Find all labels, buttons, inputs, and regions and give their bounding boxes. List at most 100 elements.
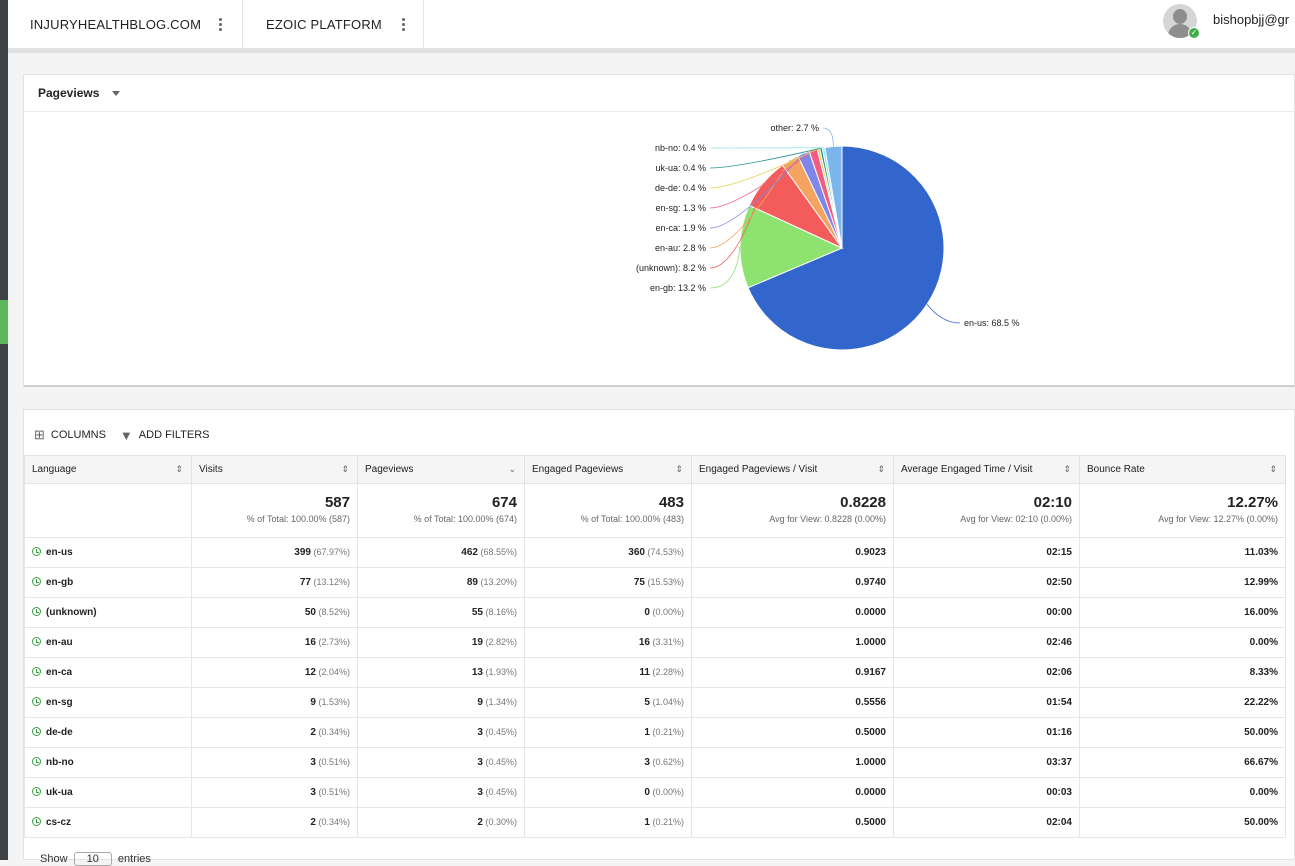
column-header[interactable]: Pageviews ⌄	[358, 456, 525, 484]
top-bar: INJURYHEALTHBLOG.COM EZOIC PLATFORM	[8, 0, 1295, 49]
clock-icon[interactable]	[32, 787, 41, 796]
column-header[interactable]: Visits⇕	[192, 456, 358, 484]
table-cell: 00:00	[894, 598, 1080, 628]
table-cell: 1.0000	[692, 628, 894, 658]
table-cell: 0.9023	[692, 538, 894, 568]
table-cell: 1 (0.21%)	[525, 808, 692, 838]
table-cell: 01:54	[894, 688, 1080, 718]
total-subtext: Avg for View: 02:10 (0.00%)	[901, 514, 1072, 524]
sort-desc-icon[interactable]: ⌄	[508, 464, 516, 475]
pie-slice-label: uk-ua: 0.4 %	[655, 163, 706, 173]
table-cell: 0.0000	[692, 598, 894, 628]
totals-row: 587% of Total: 100.00% (587)674% of Tota…	[25, 484, 1286, 538]
total-cell: 02:10 Avg for View: 02:10 (0.00%)	[894, 484, 1080, 538]
clock-icon[interactable]	[32, 547, 41, 556]
site-selector[interactable]: INJURYHEALTHBLOG.COM	[8, 0, 243, 49]
left-sidebar	[0, 0, 8, 860]
clock-icon[interactable]	[32, 667, 41, 676]
total-value: 02:10	[901, 494, 1072, 511]
table-cell: 13 (1.93%)	[358, 658, 525, 688]
clock-icon[interactable]	[32, 697, 41, 706]
total-subtext: Avg for View: 12.27% (0.00%)	[1087, 514, 1278, 524]
sort-icon[interactable]: ⇕	[675, 464, 683, 475]
column-header[interactable]: Engaged Pageviews / Visit⇕	[692, 456, 894, 484]
clock-icon[interactable]	[32, 577, 41, 586]
table-cell: 11.03%	[1080, 538, 1286, 568]
table-cell: 8.33%	[1080, 658, 1286, 688]
table-cell: 22.22%	[1080, 688, 1286, 718]
column-header[interactable]: Average Engaged Time / Visit ⇕	[894, 456, 1080, 484]
pie-chart: en-us: 68.5 %en-gb: 13.2 %(unknown): 8.2…	[24, 113, 1294, 385]
table-cell: de-de	[25, 718, 192, 748]
platform-menu-icon[interactable]	[402, 18, 405, 31]
sort-icon[interactable]: ⇕	[1269, 464, 1277, 475]
table-cell: 50 (8.52%)	[192, 598, 358, 628]
sort-icon[interactable]: ⇕	[341, 464, 349, 475]
pie-slice-label: en-us: 68.5 %	[964, 318, 1020, 328]
chart-panel: Pageviews en-us: 68.5 %en-gb: 13.2 %(unk…	[23, 74, 1295, 387]
table-cell: 9 (1.34%)	[358, 688, 525, 718]
column-header-label: Language	[32, 464, 77, 475]
table-panel: ⊞COLUMNS ▼ADD FILTERS Language⇕Visits⇕Pa…	[23, 409, 1295, 860]
table-cell: 2 (0.34%)	[192, 808, 358, 838]
sort-icon[interactable]: ⇕	[175, 464, 183, 475]
metric-selector[interactable]: Pageviews	[24, 75, 1294, 112]
total-cell: 674% of Total: 100.00% (674)	[358, 484, 525, 538]
total-value: 12.27%	[1087, 494, 1278, 511]
clock-icon[interactable]	[32, 817, 41, 826]
language-table: Language⇕Visits⇕Pageviews⌄Engaged Pagevi…	[24, 455, 1286, 838]
platform-selector[interactable]: EZOIC PLATFORM	[243, 0, 424, 49]
entries-label: entries	[118, 853, 151, 865]
column-header[interactable]: Bounce Rate⇕	[1080, 456, 1286, 484]
table-cell: 12.99%	[1080, 568, 1286, 598]
show-label: Show	[40, 853, 68, 865]
table-cell: 55 (8.16%)	[358, 598, 525, 628]
table-cell: 9 (1.53%)	[192, 688, 358, 718]
column-header-label: Pageviews	[365, 464, 413, 475]
caret-down-icon[interactable]	[112, 91, 120, 96]
table-cell: 02:04	[894, 808, 1080, 838]
pie-slice-label: nb-no: 0.4 %	[655, 143, 706, 153]
table-cell: 02:06	[894, 658, 1080, 688]
column-header[interactable]: Engaged Pageviews⇕	[525, 456, 692, 484]
column-header[interactable]: Language ⇕	[25, 456, 192, 484]
sort-icon[interactable]: ⇕	[1063, 464, 1071, 475]
entries-select[interactable]: 10	[74, 852, 112, 866]
add-filters-button[interactable]: ▼ADD FILTERS	[120, 428, 210, 443]
table-cell: 66.67%	[1080, 748, 1286, 778]
clock-icon[interactable]	[32, 757, 41, 766]
entries-control[interactable]: Show 10 entries	[40, 852, 151, 866]
sort-icon[interactable]: ⇕	[877, 464, 885, 475]
table-cell: 0.9740	[692, 568, 894, 598]
table-cell: 0.0000	[692, 778, 894, 808]
clock-icon[interactable]	[32, 607, 41, 616]
total-subtext: % of Total: 100.00% (483)	[532, 514, 684, 524]
table-cell: 360 (74.53%)	[525, 538, 692, 568]
table-cell: 0.5000	[692, 808, 894, 838]
table-cell: 5 (1.04%)	[525, 688, 692, 718]
columns-button[interactable]: ⊞COLUMNS	[34, 427, 106, 443]
column-header-label: Average Engaged Time / Visit	[901, 464, 1032, 475]
table-cell: en-sg	[25, 688, 192, 718]
table-cell: 0.00%	[1080, 778, 1286, 808]
clock-icon[interactable]	[32, 727, 41, 736]
table-cell: 0.5000	[692, 718, 894, 748]
total-value: 674	[365, 494, 517, 511]
table-cell: (unknown)	[25, 598, 192, 628]
verified-check-icon: ✓	[1188, 27, 1200, 39]
user-email[interactable]: bishopbjj@gr	[1213, 12, 1289, 27]
table-cell: 399 (67.97%)	[192, 538, 358, 568]
clock-icon[interactable]	[32, 637, 41, 646]
table-row[interactable]: (unknown)50 (8.52%)55 (8.16%)0 (0.00%)0.…	[25, 598, 1286, 628]
table-cell: 50.00%	[1080, 718, 1286, 748]
site-menu-icon[interactable]	[219, 18, 222, 31]
